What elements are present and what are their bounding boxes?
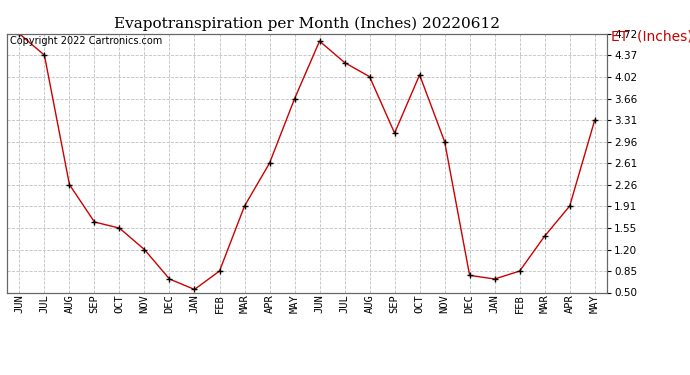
Text: ET  (Inches): ET (Inches) (611, 30, 690, 44)
Title: Evapotranspiration per Month (Inches) 20220612: Evapotranspiration per Month (Inches) 20… (114, 17, 500, 31)
Text: Copyright 2022 Cartronics.com: Copyright 2022 Cartronics.com (10, 36, 162, 46)
